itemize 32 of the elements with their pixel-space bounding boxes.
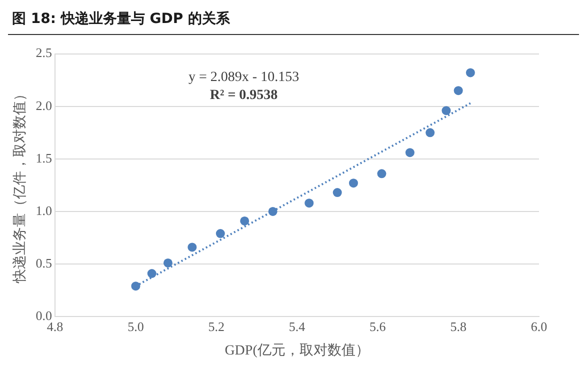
point bbox=[426, 128, 435, 138]
annotation: R² = 0.9538 bbox=[210, 88, 278, 103]
y-axis-title: 快递业务量（亿件，取对数值） bbox=[12, 87, 28, 284]
x-tick-label: 5.2 bbox=[208, 318, 224, 334]
point bbox=[377, 169, 386, 178]
point bbox=[268, 206, 278, 216]
y-tick-label: 1.5 bbox=[36, 150, 52, 166]
point bbox=[240, 216, 250, 226]
chart-title: 图 18: 快递业务量与 GDP 的关系 bbox=[8, 8, 579, 35]
y-tick-label: 0.5 bbox=[36, 255, 52, 270]
point bbox=[442, 106, 451, 116]
x-tick-label: 5.6 bbox=[370, 318, 386, 334]
annotation: y = 2.089x - 10.153 bbox=[188, 70, 300, 85]
point bbox=[147, 269, 156, 278]
x-tick-label: 5.4 bbox=[288, 318, 306, 334]
y-tick-label: 2.5 bbox=[36, 45, 52, 60]
y-tick-label: 2.0 bbox=[36, 98, 52, 113]
point bbox=[454, 86, 463, 96]
x-tick-label: 5.0 bbox=[128, 318, 144, 334]
point bbox=[188, 242, 197, 252]
x-tick-label: 5.8 bbox=[450, 318, 466, 334]
point bbox=[216, 229, 225, 238]
point bbox=[332, 188, 342, 198]
point bbox=[163, 258, 172, 268]
point bbox=[348, 178, 358, 188]
x-axis-title: GDP(亿元，取对数值） bbox=[224, 342, 370, 358]
point bbox=[466, 68, 475, 78]
point bbox=[304, 198, 314, 208]
point bbox=[405, 148, 414, 158]
x-tick-label: 6.0 bbox=[530, 318, 548, 334]
y-tick-label: 1.0 bbox=[36, 202, 52, 218]
point bbox=[131, 282, 140, 291]
